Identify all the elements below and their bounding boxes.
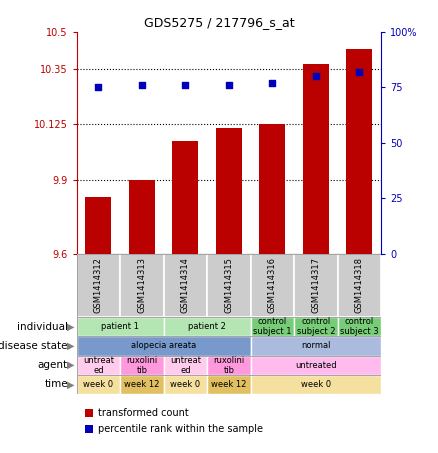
Bar xyxy=(259,124,286,254)
Bar xyxy=(129,180,155,254)
Text: GSM1414314: GSM1414314 xyxy=(181,257,190,313)
Text: untreat
ed: untreat ed xyxy=(83,356,114,375)
Text: week 12: week 12 xyxy=(124,380,159,389)
FancyBboxPatch shape xyxy=(164,317,251,336)
Text: control
subject 3: control subject 3 xyxy=(340,317,378,337)
Bar xyxy=(172,141,198,254)
Bar xyxy=(216,128,242,254)
Text: untreat
ed: untreat ed xyxy=(170,356,201,375)
Text: week 0: week 0 xyxy=(170,380,201,389)
FancyBboxPatch shape xyxy=(251,356,381,375)
Text: ruxolini
tib: ruxolini tib xyxy=(213,356,244,375)
FancyBboxPatch shape xyxy=(207,254,251,317)
Text: GSM1414316: GSM1414316 xyxy=(268,257,277,313)
Bar xyxy=(303,64,329,254)
Text: agent: agent xyxy=(38,360,68,370)
FancyBboxPatch shape xyxy=(338,254,381,317)
Text: transformed count: transformed count xyxy=(98,408,188,418)
Text: patient 1: patient 1 xyxy=(101,322,139,331)
Text: GSM1414318: GSM1414318 xyxy=(355,257,364,313)
Text: GSM1414317: GSM1414317 xyxy=(311,257,320,313)
Text: control
subject 2: control subject 2 xyxy=(297,317,335,337)
Text: normal: normal xyxy=(301,342,331,351)
Point xyxy=(269,79,276,87)
Bar xyxy=(85,409,93,417)
Text: untreated: untreated xyxy=(295,361,337,370)
FancyBboxPatch shape xyxy=(120,254,164,317)
Text: GSM1414313: GSM1414313 xyxy=(138,257,146,313)
Text: alopecia areata: alopecia areata xyxy=(131,342,196,351)
Text: week 0: week 0 xyxy=(83,380,113,389)
Text: time: time xyxy=(44,380,68,390)
FancyBboxPatch shape xyxy=(77,317,164,336)
Text: ▶: ▶ xyxy=(67,322,74,332)
Point xyxy=(182,82,189,89)
Text: GSM1414312: GSM1414312 xyxy=(94,257,103,313)
Point xyxy=(312,72,319,80)
FancyBboxPatch shape xyxy=(164,254,207,317)
FancyBboxPatch shape xyxy=(77,336,251,356)
FancyBboxPatch shape xyxy=(251,254,294,317)
FancyBboxPatch shape xyxy=(77,254,120,317)
Text: ▶: ▶ xyxy=(67,380,74,390)
Text: ▶: ▶ xyxy=(67,360,74,370)
Bar xyxy=(85,197,111,254)
Point xyxy=(138,82,145,89)
Text: ▶: ▶ xyxy=(67,341,74,351)
FancyBboxPatch shape xyxy=(338,317,381,336)
Bar xyxy=(346,49,372,254)
FancyBboxPatch shape xyxy=(164,356,207,375)
FancyBboxPatch shape xyxy=(77,356,120,375)
Text: individual: individual xyxy=(17,322,68,332)
FancyBboxPatch shape xyxy=(120,356,164,375)
FancyBboxPatch shape xyxy=(251,336,381,356)
Point xyxy=(225,82,232,89)
Text: week 12: week 12 xyxy=(211,380,247,389)
Text: control
subject 1: control subject 1 xyxy=(253,317,292,337)
Point xyxy=(95,83,102,91)
FancyBboxPatch shape xyxy=(251,317,294,336)
Text: ruxolini
tib: ruxolini tib xyxy=(126,356,158,375)
FancyBboxPatch shape xyxy=(77,375,120,394)
FancyBboxPatch shape xyxy=(164,375,207,394)
FancyBboxPatch shape xyxy=(251,375,381,394)
FancyBboxPatch shape xyxy=(120,375,164,394)
FancyBboxPatch shape xyxy=(294,254,338,317)
Text: patient 2: patient 2 xyxy=(188,322,226,331)
Point xyxy=(356,68,363,75)
Text: week 0: week 0 xyxy=(301,380,331,389)
Text: GDS5275 / 217796_s_at: GDS5275 / 217796_s_at xyxy=(144,16,294,29)
FancyBboxPatch shape xyxy=(207,356,251,375)
FancyBboxPatch shape xyxy=(207,375,251,394)
Text: disease state: disease state xyxy=(0,341,68,351)
FancyBboxPatch shape xyxy=(294,317,338,336)
Text: percentile rank within the sample: percentile rank within the sample xyxy=(98,424,263,434)
Text: GSM1414315: GSM1414315 xyxy=(224,257,233,313)
Bar xyxy=(85,425,93,433)
